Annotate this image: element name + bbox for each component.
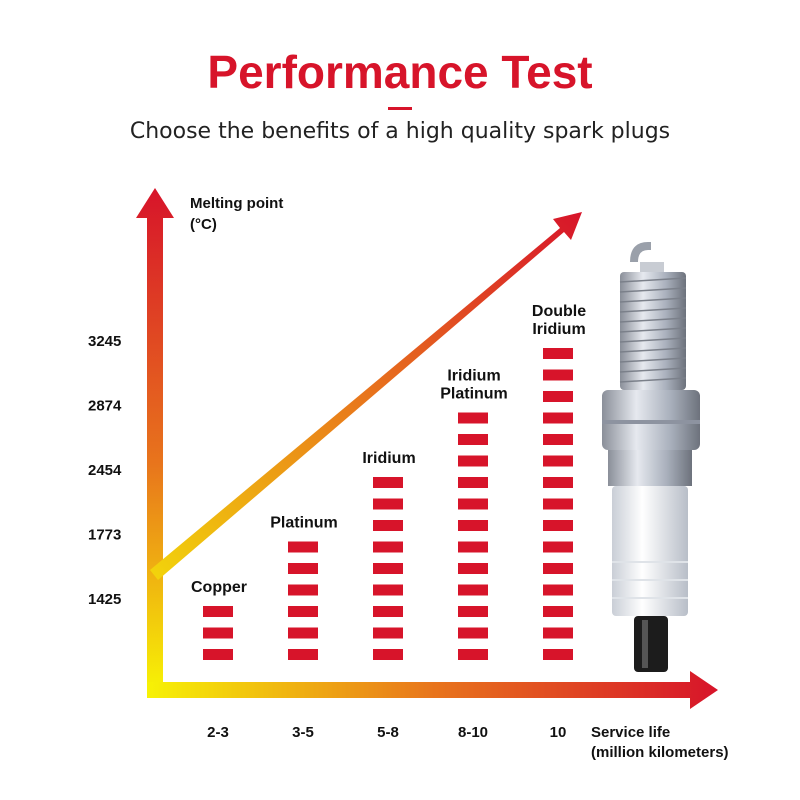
bar-label: Copper (191, 579, 247, 596)
y-axis-arrow (136, 188, 174, 690)
bar-segment (373, 627, 403, 639)
x-axis-arrow (147, 671, 718, 709)
bar-segment (288, 541, 318, 553)
bar (458, 412, 488, 660)
y-tick-label: 1773 (88, 526, 121, 543)
trend-arrow (150, 212, 582, 580)
bar-segment (458, 627, 488, 639)
bar-segment (373, 649, 403, 660)
bar-segment (543, 455, 573, 467)
x-tick-label: 8-10 (458, 724, 488, 741)
x-tick-label: 3-5 (292, 724, 314, 741)
bar-segment (543, 369, 573, 381)
y-tick-label: 2874 (88, 397, 122, 414)
bar-segment (373, 520, 403, 531)
bar-segment (543, 584, 573, 596)
bar-segment (543, 391, 573, 402)
bar-segment (458, 412, 488, 424)
bar-segment (288, 606, 318, 617)
y-axis-title: Melting point (190, 195, 283, 212)
bar-segment (288, 584, 318, 596)
bar-segment (203, 649, 233, 660)
bar-label: Double (532, 303, 586, 320)
bar (543, 348, 573, 660)
bar-segment (458, 606, 488, 617)
bar-segment (373, 584, 403, 596)
bar-segment (373, 477, 403, 488)
bar-segment (288, 627, 318, 639)
bar-label: Iridium (532, 321, 585, 338)
bar-segment (458, 455, 488, 467)
x-tick-label: 10 (550, 724, 567, 741)
x-tick-label: 2-3 (207, 724, 229, 741)
bar-segment (543, 541, 573, 553)
spark-plug-image (602, 242, 700, 672)
bar-segment (543, 563, 573, 574)
bar (288, 541, 318, 660)
bar-segment (458, 434, 488, 445)
chart-subtitle: Choose the benefits of a high quality sp… (130, 119, 670, 144)
x-axis-title: (million kilometers) (591, 744, 729, 761)
bar-segment (543, 520, 573, 531)
bar (373, 477, 403, 660)
bar-label: Iridium (362, 450, 415, 467)
bar-segment (458, 649, 488, 660)
bar-segment (458, 563, 488, 574)
bar (203, 606, 233, 660)
bar-segment (458, 520, 488, 531)
chart-title: Performance Test (207, 46, 592, 98)
bar-segment (458, 498, 488, 510)
bar-segment (543, 434, 573, 445)
bar-segment (458, 584, 488, 596)
bar-segment (203, 627, 233, 639)
bar-segment (373, 498, 403, 510)
title-divider (388, 107, 412, 110)
bar-segment (458, 477, 488, 488)
bar-segment (458, 541, 488, 553)
y-tick-label: 1425 (88, 591, 121, 608)
bar-segment (543, 649, 573, 660)
bar-label: Platinum (440, 386, 508, 403)
bar-segment (373, 563, 403, 574)
bar-segment (543, 606, 573, 617)
y-tick-label: 2454 (88, 462, 122, 479)
y-axis-title: (°C) (190, 216, 217, 233)
bar-label: Platinum (270, 515, 338, 532)
x-axis-title: Service life (591, 724, 670, 741)
x-tick-label: 5-8 (377, 724, 399, 741)
bar-segment (373, 606, 403, 617)
bar-segment (543, 477, 573, 488)
bar-segment (373, 541, 403, 553)
bar-segment (288, 563, 318, 574)
bar-segment (543, 627, 573, 639)
bar-segment (543, 412, 573, 424)
bar-segment (203, 606, 233, 617)
y-tick-label: 3245 (88, 333, 121, 350)
bar-segment (288, 649, 318, 660)
bar-segment (543, 498, 573, 510)
bar-segment (543, 348, 573, 359)
bar-label: Iridium (447, 368, 500, 385)
